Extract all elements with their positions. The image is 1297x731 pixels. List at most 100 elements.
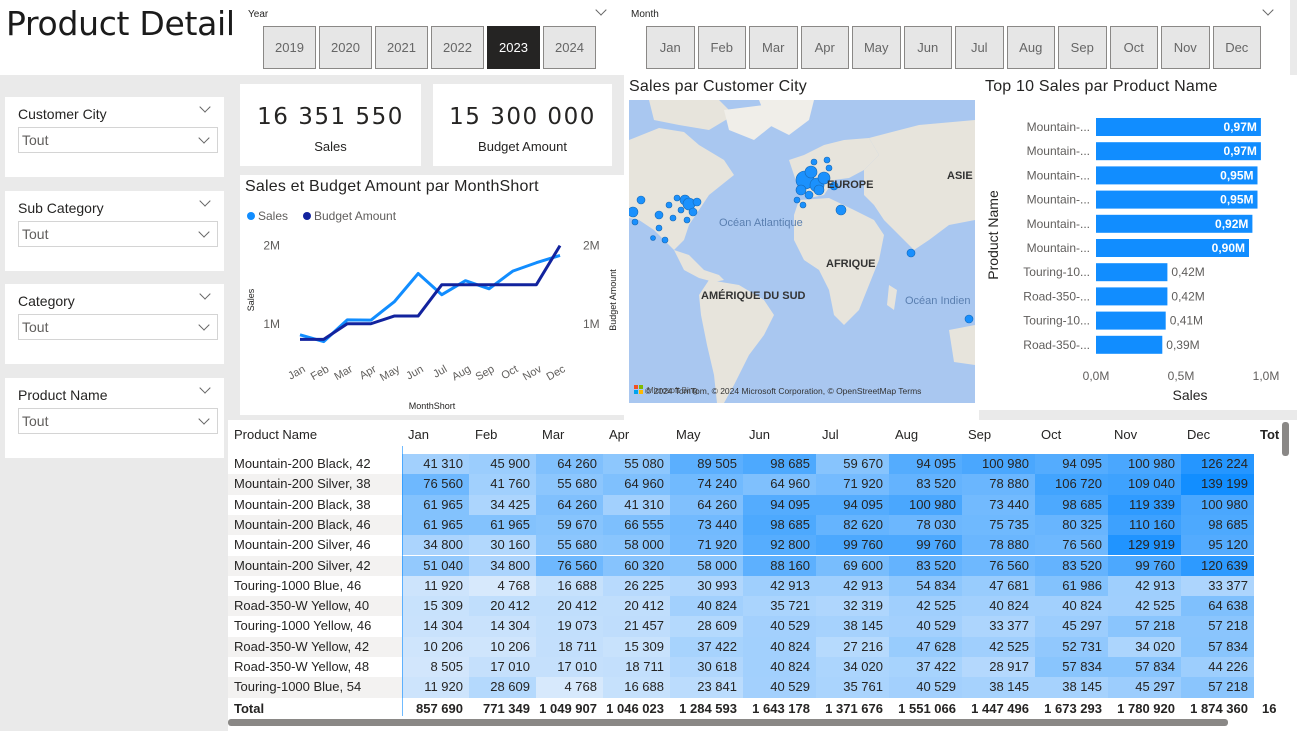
column-header[interactable]: Jul bbox=[822, 427, 839, 442]
line-chart[interactable]: Sales Budget Amount 2M 2M 1M 1M Sales Budget Am… bbox=[240, 175, 624, 415]
table-row[interactable]: Mountain-200 Silver, 38 76 560 41 760 55 68… bbox=[228, 474, 1254, 495]
x-tick-label: 0,0M bbox=[1083, 369, 1110, 383]
column-header[interactable]: Mar bbox=[542, 427, 565, 442]
x-tick-label: Jul bbox=[431, 363, 449, 380]
bar[interactable] bbox=[1096, 263, 1168, 282]
table-row[interactable]: Road-350-W Yellow, 42 10 206 10 206 18 711 1… bbox=[228, 636, 1254, 657]
column-header[interactable]: Jan bbox=[408, 427, 429, 442]
product-name-cell: Touring-1000 Yellow, 46 bbox=[234, 618, 372, 634]
month-tile-jan[interactable]: Jan bbox=[646, 26, 695, 69]
bar[interactable] bbox=[1096, 287, 1168, 306]
value-cell: 100 980 bbox=[962, 454, 1035, 475]
value-cell: 20 412 bbox=[469, 596, 536, 617]
month-tile-jun[interactable]: Jun bbox=[903, 26, 952, 69]
value-cell: 55 080 bbox=[603, 454, 670, 475]
table-row[interactable]: Mountain-200 Black, 42 41 310 45 900 64 260… bbox=[228, 454, 1254, 475]
bar[interactable] bbox=[1096, 166, 1258, 185]
table-row[interactable]: Touring-1000 Blue, 54 11 920 28 609 4 768 16… bbox=[228, 677, 1254, 698]
map-label-atlantic: Océan Atlantique bbox=[719, 217, 803, 229]
year-tile-2021[interactable]: 2021 bbox=[375, 26, 428, 69]
value-cell: 76 560 bbox=[402, 474, 469, 495]
column-header[interactable]: Apr bbox=[609, 427, 630, 442]
month-tile-jul[interactable]: Jul bbox=[955, 26, 1004, 69]
month-tile-oct[interactable]: Oct bbox=[1109, 26, 1158, 69]
table-row[interactable]: Mountain-200 Black, 38 61 965 34 425 64 260… bbox=[228, 494, 1254, 515]
product-name-cell: Mountain-200 Black, 38 bbox=[234, 496, 371, 512]
slicer-dropdown[interactable]: Tout bbox=[18, 408, 218, 434]
year-tile-2022[interactable]: 2022 bbox=[431, 26, 484, 69]
table-row[interactable]: Touring-1000 Blue, 46 11 920 4 768 16 688 26… bbox=[228, 575, 1254, 597]
year-tile-2020[interactable]: 2020 bbox=[319, 26, 372, 69]
year-tile-2019[interactable]: 2019 bbox=[263, 26, 316, 69]
table-row[interactable]: Mountain-200 Silver, 42 51 040 34 800 76 56… bbox=[228, 555, 1254, 576]
bar[interactable] bbox=[1096, 335, 1163, 354]
value-cell: 80 325 bbox=[1035, 514, 1108, 536]
slicer-collapse-chevron-icon[interactable] bbox=[199, 101, 211, 113]
slicer-collapse-chevron-icon[interactable] bbox=[199, 195, 211, 207]
slicer-dropdown[interactable]: Tout bbox=[18, 127, 218, 153]
table-row[interactable]: Touring-1000 Yellow, 46 14 304 14 304 19 07… bbox=[228, 616, 1254, 637]
horizontal-scrollbar-thumb[interactable] bbox=[228, 719, 1228, 726]
legend-budget-label: Budget Amount bbox=[314, 209, 397, 223]
column-header[interactable]: May bbox=[676, 427, 701, 442]
value-cell: 42 913 bbox=[743, 575, 816, 597]
slicer-collapse-chevron-icon[interactable] bbox=[199, 382, 211, 394]
bar-chart[interactable]: Mountain-... 0,97M Mountain-... 0,97M Mounta… bbox=[979, 75, 1297, 410]
value-cell: 17 010 bbox=[536, 657, 603, 678]
month-tile-dec[interactable]: Dec bbox=[1212, 26, 1261, 69]
year-tile-2024[interactable]: 2024 bbox=[543, 26, 596, 69]
table-row[interactable]: Mountain-200 Black, 46 61 965 61 965 59 670… bbox=[228, 514, 1254, 536]
column-header[interactable]: Dec bbox=[1187, 427, 1211, 442]
slicer-collapse-chevron-icon[interactable] bbox=[199, 288, 211, 300]
column-header[interactable]: Aug bbox=[895, 427, 919, 442]
bar[interactable] bbox=[1096, 118, 1261, 136]
value-cell: 20 412 bbox=[603, 596, 670, 617]
column-header[interactable]: Product Name bbox=[234, 427, 318, 442]
chevron-down-icon bbox=[198, 413, 210, 425]
column-header[interactable]: Tot bbox=[1260, 427, 1280, 442]
column-header[interactable]: Feb bbox=[475, 427, 498, 442]
month-tile-may[interactable]: May bbox=[852, 26, 901, 69]
slicer-sub-category: Sub Category Tout bbox=[5, 191, 224, 271]
bar[interactable] bbox=[1096, 214, 1253, 233]
value-cell: 57 218 bbox=[1108, 616, 1181, 637]
table-row[interactable]: Road-350-W Yellow, 40 15 309 20 412 20 412 2… bbox=[228, 596, 1254, 617]
value-cell: 44 226 bbox=[1181, 657, 1254, 678]
month-tile-sep[interactable]: Sep bbox=[1058, 26, 1107, 69]
table-row[interactable]: Mountain-200 Silver, 46 34 800 30 160 55 68… bbox=[228, 535, 1254, 556]
month-tile-aug[interactable]: Aug bbox=[1006, 26, 1055, 69]
year-slicer-chevron-icon[interactable] bbox=[595, 4, 607, 16]
series-line-budget[interactable] bbox=[300, 244, 562, 341]
column-header[interactable]: Jun bbox=[749, 427, 770, 442]
bar[interactable] bbox=[1096, 311, 1166, 330]
year-tile-2023[interactable]: 2023 bbox=[487, 26, 540, 69]
x-tick-label: 1,0M bbox=[1253, 369, 1280, 383]
total-cell: 1 643 178 bbox=[752, 701, 810, 716]
value-cell: 18 711 bbox=[603, 657, 670, 678]
slicer-dropdown[interactable]: Tout bbox=[18, 314, 218, 340]
month-slicer-chevron-icon[interactable] bbox=[1262, 4, 1274, 16]
value-cell: 33 377 bbox=[962, 616, 1035, 637]
column-header[interactable]: Sep bbox=[968, 427, 992, 442]
series-line-sales[interactable] bbox=[299, 254, 561, 344]
bar[interactable] bbox=[1096, 190, 1258, 209]
column-header[interactable]: Nov bbox=[1114, 427, 1138, 442]
column-header[interactable]: Oct bbox=[1041, 427, 1062, 442]
table-row[interactable]: Road-350-W Yellow, 48 8 505 17 010 17 010 18… bbox=[228, 657, 1254, 678]
bar[interactable] bbox=[1096, 239, 1249, 257]
month-tile-nov[interactable]: Nov bbox=[1161, 26, 1210, 69]
value-cell: 11 920 bbox=[402, 575, 469, 597]
month-tile-mar[interactable]: Mar bbox=[749, 26, 798, 69]
bar[interactable] bbox=[1096, 142, 1261, 161]
y-axis-title: Product Name bbox=[985, 190, 1001, 280]
x-tick-label: Sep bbox=[474, 363, 497, 383]
product-name-cell: Mountain-200 Silver, 42 bbox=[234, 557, 371, 573]
map-attribution[interactable]: © 2024 TomTom, © 2024 Microsoft Corporat… bbox=[645, 386, 921, 396]
month-tile-apr[interactable]: Apr bbox=[800, 26, 849, 69]
chevron-down-icon bbox=[198, 226, 210, 238]
month-tile-feb[interactable]: Feb bbox=[697, 26, 746, 69]
value-cell: 58 000 bbox=[603, 535, 670, 556]
map-canvas[interactable]: EUROPE ASIE AFRIQUE AMÉRIQUE DU SUD Océa… bbox=[629, 100, 975, 403]
slicer-dropdown[interactable]: Tout bbox=[18, 221, 218, 247]
vertical-scrollbar-thumb[interactable] bbox=[1282, 422, 1289, 456]
